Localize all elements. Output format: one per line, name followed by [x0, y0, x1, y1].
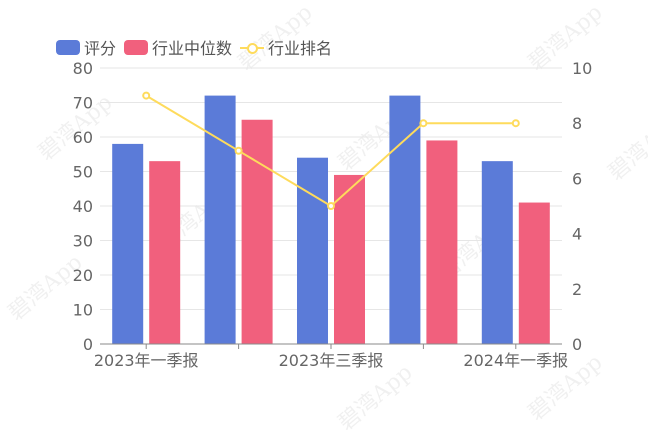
legend-swatch-industry-rank	[240, 40, 265, 55]
legend-label-industry-rank: 行业排名	[268, 39, 333, 58]
y-right-tick-label: 10	[572, 59, 592, 78]
line-industry-rank	[145, 94, 516, 208]
x-tick-label: 2023年一季报	[94, 351, 199, 370]
y-left-tick-label: 60	[73, 128, 93, 147]
x-tick-label: 2024年一季报	[463, 351, 568, 370]
y-left-tick-label: 10	[73, 301, 93, 320]
x-tick-label: 2023年三季报	[279, 351, 384, 370]
point-industry-rank[interactable]	[511, 119, 520, 128]
y-left-tick-label: 40	[73, 197, 93, 216]
bar-industry-median[interactable]	[149, 161, 181, 344]
legend-label-industry-median: 行业中位数	[152, 39, 233, 58]
point-industry-rank[interactable]	[419, 119, 428, 128]
legend-item-score[interactable]: 评分	[56, 35, 116, 59]
bar-score[interactable]	[389, 95, 421, 344]
bar-score[interactable]	[204, 95, 236, 344]
y-right-tick-label: 6	[572, 169, 582, 188]
bar-industry-median[interactable]	[241, 119, 273, 344]
bar-score[interactable]	[297, 157, 328, 344]
y-right-tick-label: 4	[572, 225, 582, 244]
y-left-tick-label: 80	[73, 59, 93, 78]
bar-score[interactable]	[112, 143, 144, 344]
y-left-tick-label: 70	[73, 94, 93, 113]
y-left-tick-label: 30	[73, 232, 93, 251]
chart-legend: 评分 行业中位数 行业排名	[56, 36, 332, 58]
y-right-tick-label: 0	[572, 335, 582, 354]
point-industry-rank[interactable]	[327, 202, 335, 210]
point-industry-rank[interactable]	[142, 91, 151, 100]
y-right-tick-label: 2	[572, 280, 582, 299]
y-left-tick-label: 20	[73, 266, 93, 285]
bar-industry-median[interactable]	[518, 202, 550, 344]
legend-swatch-industry-median	[124, 39, 149, 55]
bar-score[interactable]	[481, 161, 513, 344]
y-right-tick-label: 8	[572, 114, 582, 133]
legend-swatch-score	[56, 39, 80, 55]
y-left-tick-label: 0	[83, 335, 93, 354]
bar-industry-median[interactable]	[334, 174, 365, 344]
point-industry-rank[interactable]	[234, 146, 243, 155]
legend-item-industry-rank[interactable]: 行业排名	[240, 35, 332, 59]
legend-label-score: 评分	[84, 39, 117, 58]
legend-item-industry-median[interactable]: 行业中位数	[124, 35, 232, 59]
bar-industry-median[interactable]	[426, 140, 458, 344]
y-left-tick-label: 50	[73, 163, 93, 182]
